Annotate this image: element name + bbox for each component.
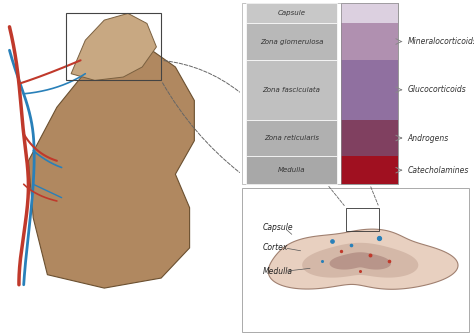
Polygon shape [71, 13, 156, 80]
Bar [246, 60, 337, 120]
Polygon shape [28, 44, 194, 288]
Bar [246, 156, 337, 184]
Text: Zona reticularis: Zona reticularis [264, 135, 319, 141]
Bar [341, 156, 398, 184]
Bar [66, 13, 161, 80]
Bar [341, 23, 398, 60]
Polygon shape [302, 243, 418, 278]
Text: Androgens: Androgens [408, 134, 449, 142]
Bar [341, 3, 398, 184]
Bar [341, 3, 398, 23]
Bar [242, 3, 398, 184]
Text: Glucocorticoids: Glucocorticoids [408, 85, 466, 94]
Polygon shape [268, 229, 458, 289]
Text: Catecholamines: Catecholamines [408, 166, 469, 175]
Bar [341, 120, 398, 156]
Text: Zona glomerulosa: Zona glomerulosa [260, 39, 323, 45]
Text: Mineralocorticoids: Mineralocorticoids [408, 37, 474, 46]
Bar [246, 3, 337, 23]
Text: Cortex: Cortex [263, 244, 289, 252]
Bar [341, 60, 398, 120]
Text: Medulla: Medulla [263, 267, 293, 276]
Text: Zona fasciculata: Zona fasciculata [263, 87, 320, 93]
Bar [242, 188, 469, 332]
Bar [346, 208, 379, 231]
Bar [246, 120, 337, 156]
Polygon shape [329, 252, 391, 270]
Text: Medulla: Medulla [278, 167, 305, 173]
Text: Capsule: Capsule [277, 10, 306, 16]
Text: Capsule: Capsule [263, 223, 294, 232]
Bar [246, 23, 337, 60]
